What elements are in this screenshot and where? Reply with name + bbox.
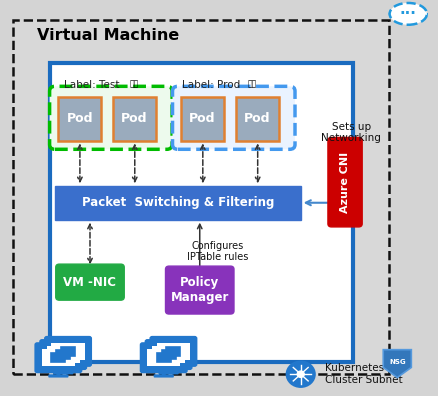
Polygon shape [62,367,64,372]
FancyBboxPatch shape [58,368,78,371]
FancyBboxPatch shape [50,63,353,362]
Text: Configures
IPTable rules: Configures IPTable rules [186,241,247,262]
FancyBboxPatch shape [236,97,278,141]
Text: Label: Prod: Label: Prod [182,80,240,90]
FancyBboxPatch shape [166,347,180,356]
Text: NSG: NSG [388,359,405,365]
Text: VM -NIC: VM -NIC [64,276,116,289]
FancyBboxPatch shape [45,337,91,366]
FancyBboxPatch shape [113,97,155,141]
Polygon shape [167,367,170,372]
Polygon shape [172,364,174,369]
Text: Pod: Pod [66,112,93,125]
FancyBboxPatch shape [48,374,68,377]
FancyBboxPatch shape [153,374,173,377]
Text: Pod: Pod [121,112,148,125]
FancyBboxPatch shape [165,266,233,314]
FancyBboxPatch shape [49,86,172,149]
Text: 📋🔒: 📋🔒 [247,79,257,88]
FancyBboxPatch shape [145,340,191,369]
FancyBboxPatch shape [327,137,361,227]
FancyBboxPatch shape [40,340,86,369]
Text: ···: ··· [399,6,416,21]
Polygon shape [382,350,410,377]
Text: 📋🔒: 📋🔒 [129,79,138,88]
FancyBboxPatch shape [35,343,81,372]
FancyBboxPatch shape [163,368,183,371]
FancyBboxPatch shape [46,346,80,363]
FancyBboxPatch shape [161,350,175,359]
Text: Virtual Machine: Virtual Machine [37,28,179,43]
FancyBboxPatch shape [158,371,178,374]
Text: Azure CNI: Azure CNI [339,152,349,213]
FancyBboxPatch shape [181,97,223,141]
Circle shape [297,371,304,377]
Text: Kubernetes
Cluster Subnet: Kubernetes Cluster Subnet [324,364,402,385]
FancyBboxPatch shape [13,20,388,374]
FancyBboxPatch shape [61,347,75,356]
Polygon shape [57,371,60,375]
FancyBboxPatch shape [156,343,190,360]
FancyBboxPatch shape [156,353,170,362]
Text: Pod: Pod [244,112,270,125]
FancyBboxPatch shape [42,350,75,366]
FancyBboxPatch shape [147,350,180,366]
Text: Pod: Pod [189,112,215,125]
FancyBboxPatch shape [55,186,300,220]
FancyBboxPatch shape [53,371,73,374]
FancyBboxPatch shape [51,353,65,362]
Circle shape [286,362,314,387]
Polygon shape [67,364,69,369]
FancyBboxPatch shape [56,264,124,300]
Text: Label: Test: Label: Test [64,80,119,90]
Text: Sets up
Networking: Sets up Networking [321,122,380,143]
FancyBboxPatch shape [152,346,185,363]
Polygon shape [162,371,165,375]
FancyBboxPatch shape [56,350,70,359]
FancyBboxPatch shape [51,343,85,360]
FancyBboxPatch shape [141,343,186,372]
FancyBboxPatch shape [150,337,196,366]
Text: Policy
Manager: Policy Manager [170,276,228,304]
FancyBboxPatch shape [58,97,101,141]
Text: Packet  Switching & Filtering: Packet Switching & Filtering [81,196,273,209]
FancyBboxPatch shape [172,86,294,149]
Ellipse shape [389,3,426,25]
